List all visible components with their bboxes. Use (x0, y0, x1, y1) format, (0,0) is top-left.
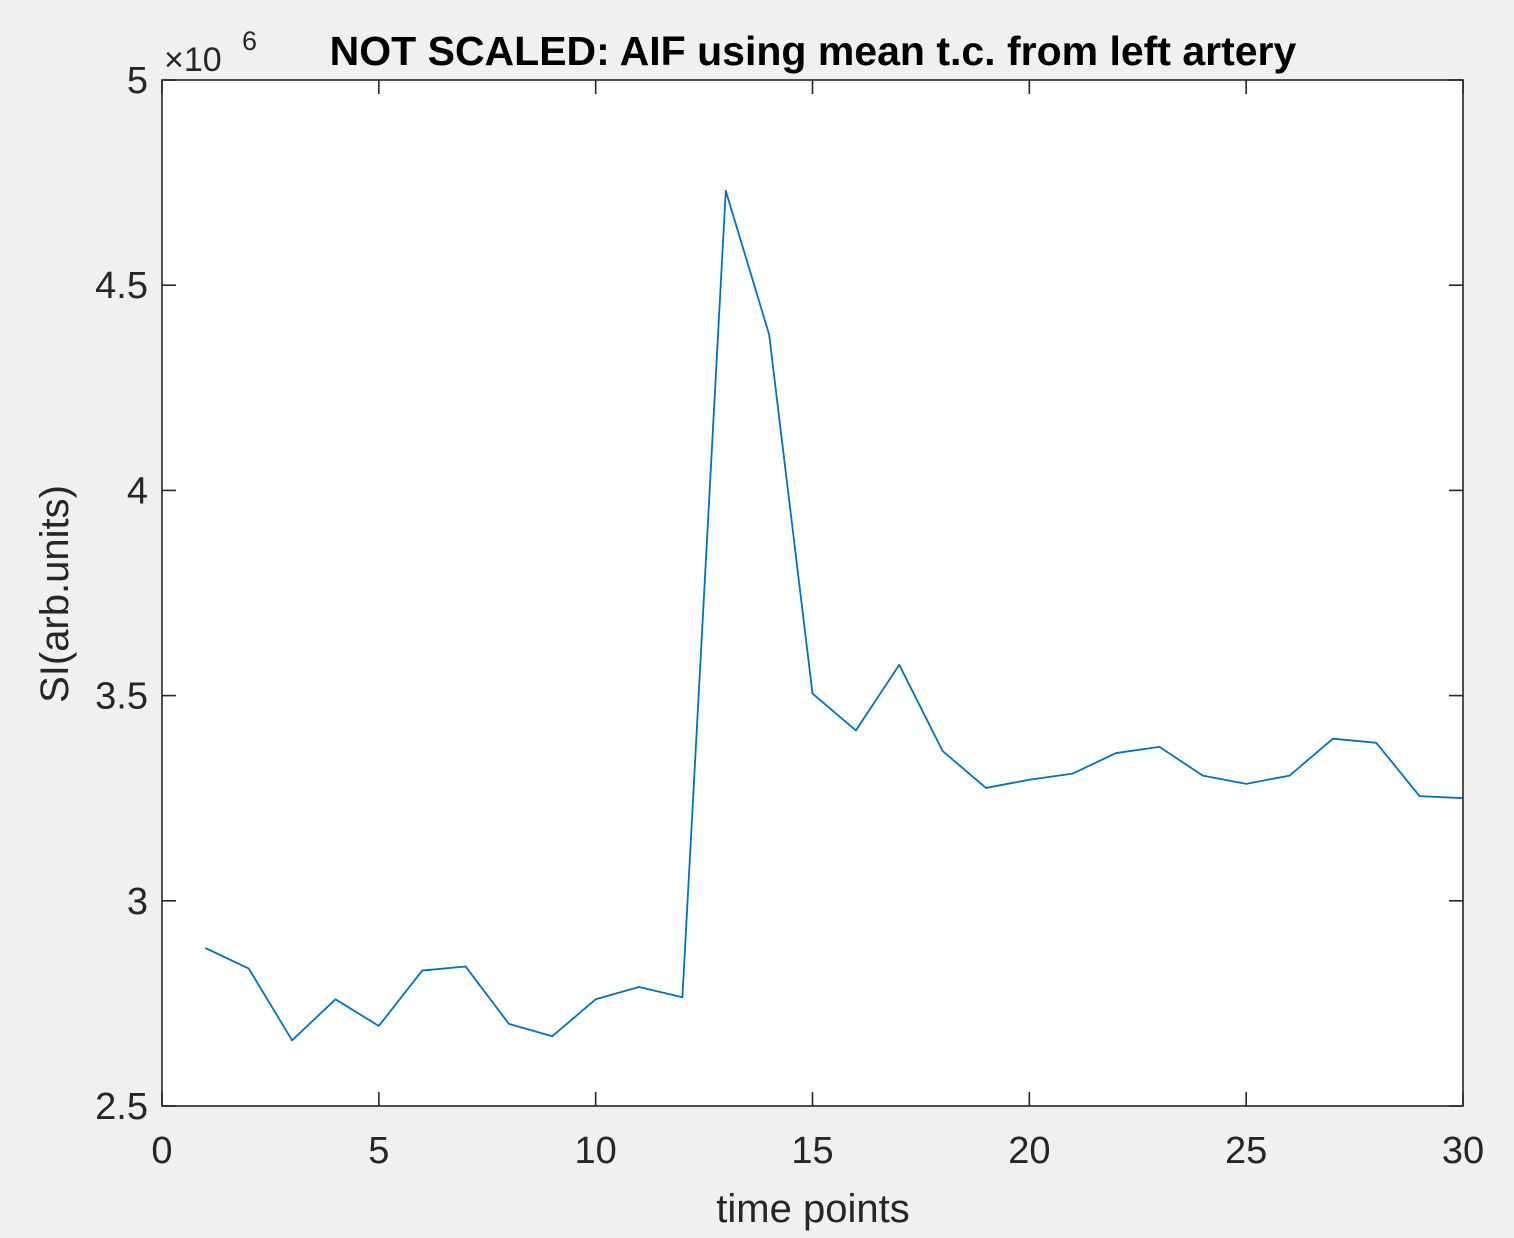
x-tick-label: 5 (368, 1130, 389, 1172)
series-line-0 (204, 189, 1464, 1042)
y-axis-title: SI(arb.units) (33, 485, 77, 703)
x-tick-label: 15 (791, 1130, 833, 1172)
x-tick-label: 20 (1008, 1130, 1050, 1172)
y-tick-label: 3.5 (95, 676, 148, 718)
x-tick-label: 25 (1225, 1130, 1267, 1172)
y-tick-label: 5 (127, 60, 148, 102)
x-tick-label: 10 (575, 1130, 617, 1172)
x-axis-title: time points (716, 1187, 909, 1231)
y-tick-label: 2.5 (95, 1086, 148, 1128)
y-exponent-base: ×10 (164, 41, 222, 79)
plot-area (162, 80, 1463, 1106)
y-tick-label: 4.5 (95, 265, 148, 307)
x-tick-label: 0 (151, 1130, 172, 1172)
y-tick-label: 4 (127, 470, 148, 512)
y-exponent-power: 6 (242, 26, 257, 56)
series-layer (204, 189, 1464, 1042)
y-tick-label: 3 (127, 881, 148, 923)
x-tick-label: 30 (1442, 1130, 1484, 1172)
ticks-layer: 0 5 10 15 20 25 30 2.5 3 3.5 4 4.5 5 (95, 60, 1484, 1172)
chart-title: NOT SCALED: AIF using mean t.c. from lef… (330, 28, 1297, 74)
